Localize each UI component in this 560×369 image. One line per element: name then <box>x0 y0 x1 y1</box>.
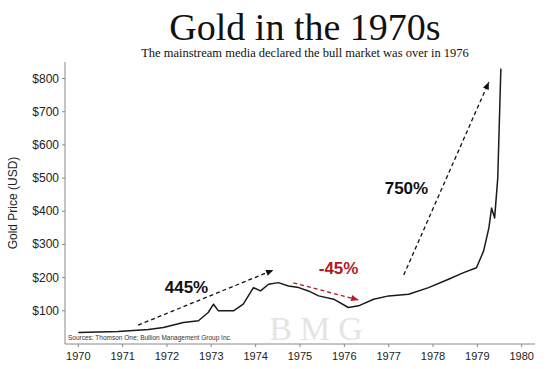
y-tick <box>62 178 65 179</box>
x-tick-label: 1973 <box>199 350 223 362</box>
y-tick <box>62 78 65 79</box>
y-axis-title: Gold Price (USD) <box>6 157 20 250</box>
chart: BMG Gold in the 1970sThe mainstream media… <box>0 0 560 369</box>
x-tick <box>521 344 522 347</box>
annotation: 750% <box>385 179 428 198</box>
annotation: -45% <box>319 259 359 278</box>
x-tick <box>211 344 212 347</box>
x-tick-label: 1975 <box>288 350 312 362</box>
y-tick-label: $600 <box>32 138 59 152</box>
arrow-fall <box>293 283 358 301</box>
x-tick <box>300 344 301 347</box>
price-line <box>78 69 501 333</box>
plot-area <box>78 69 501 333</box>
x-tick-label: 1980 <box>509 350 533 362</box>
x-tick-label: 1979 <box>465 350 489 362</box>
arrow-head <box>483 82 489 90</box>
y-tick-label: $400 <box>32 204 59 218</box>
y-tick-label: $200 <box>32 271 59 285</box>
y-axis-line <box>65 62 66 344</box>
y-tick <box>62 111 65 112</box>
arrow-head <box>265 270 273 276</box>
arrow-rise-1 <box>138 270 273 325</box>
x-tick-label: 1972 <box>155 350 179 362</box>
x-tick <box>122 344 123 347</box>
x-tick <box>255 344 256 347</box>
x-tick-label: 1974 <box>243 350 267 362</box>
x-tick <box>166 344 167 347</box>
x-tick-label: 1977 <box>376 350 400 362</box>
y-tick <box>62 310 65 311</box>
arrow-shaft <box>138 270 273 325</box>
y-tick <box>62 277 65 278</box>
y-tick <box>62 211 65 212</box>
x-tick <box>388 344 389 347</box>
source: Sources: Thomson One; Bullion Management… <box>68 334 232 342</box>
x-tick <box>78 344 79 347</box>
y-tick-label: $300 <box>32 237 59 251</box>
y-tick-label: $800 <box>32 72 59 86</box>
annotation: 445% <box>165 278 208 297</box>
y-tick-label: $700 <box>32 105 59 119</box>
watermark: BMG <box>269 310 370 347</box>
arrow-head <box>351 295 359 301</box>
page: {"chart_data": { "type": "line", "title"… <box>0 0 560 369</box>
title: Gold in the 1970s <box>169 6 440 48</box>
x-tick <box>344 344 345 347</box>
y-tick <box>62 144 65 145</box>
x-tick-label: 1978 <box>421 350 445 362</box>
arrow-shaft <box>293 283 358 300</box>
y-tick-label: $500 <box>32 171 59 185</box>
x-tick <box>477 344 478 347</box>
y-tick-label: $100 <box>32 304 59 318</box>
y-tick <box>62 244 65 245</box>
x-tick-label: 1971 <box>110 350 134 362</box>
x-tick-label: 1976 <box>332 350 356 362</box>
subtitle: The mainstream media declared the bull m… <box>141 46 469 60</box>
x-tick-label: 1970 <box>66 350 90 362</box>
x-tick <box>433 344 434 347</box>
